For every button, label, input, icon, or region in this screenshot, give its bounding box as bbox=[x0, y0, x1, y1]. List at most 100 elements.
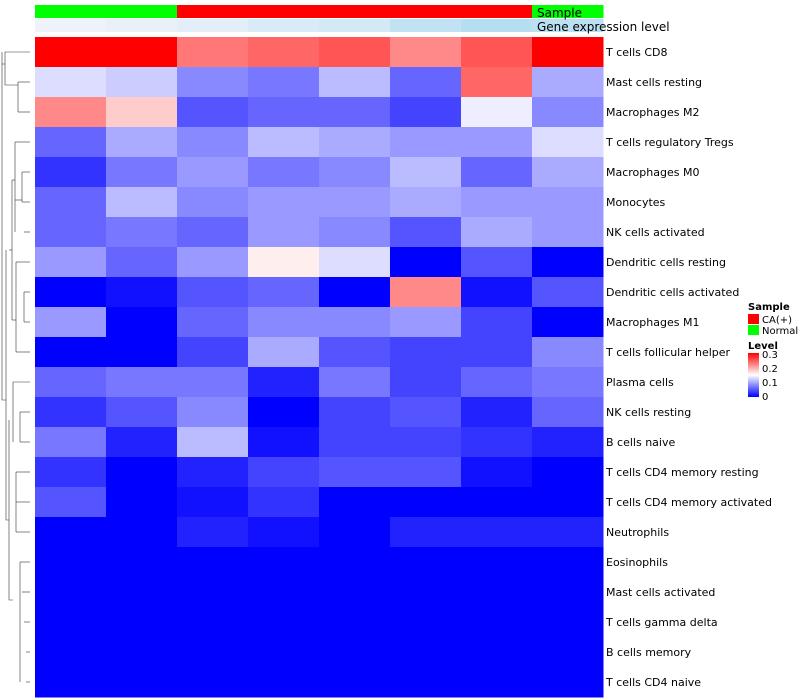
heatmap-cell bbox=[106, 577, 178, 608]
heatmap-cell bbox=[106, 307, 178, 338]
heatmap-cell bbox=[319, 367, 391, 398]
heatmap-cell bbox=[106, 517, 178, 548]
row-label: T cells CD8 bbox=[605, 46, 668, 59]
heatmap-cell bbox=[106, 607, 178, 638]
heatmap-cell bbox=[390, 457, 462, 488]
heatmap-cell bbox=[532, 187, 604, 218]
expression-annotation-cell bbox=[461, 19, 533, 32]
row-label: Macrophages M2 bbox=[606, 106, 699, 119]
heatmap-cell bbox=[248, 337, 320, 368]
dendrogram-branch bbox=[4, 51, 30, 64]
heatmap-cell bbox=[319, 637, 391, 668]
expression-annotation-cell bbox=[390, 19, 462, 32]
heatmap-cell bbox=[35, 217, 107, 248]
heatmap-cell bbox=[390, 217, 462, 248]
heatmap-cell bbox=[248, 217, 320, 248]
dendrogram-branch bbox=[1, 64, 6, 401]
legend-tick-0.3: 0.3 bbox=[762, 350, 778, 361]
heatmap-cell bbox=[106, 367, 178, 398]
heatmap-cell bbox=[390, 187, 462, 218]
heatmap-cell bbox=[106, 277, 178, 308]
heatmap-cell bbox=[532, 637, 604, 668]
heatmap-cell bbox=[106, 37, 178, 68]
heatmap-cell bbox=[106, 157, 178, 188]
sample-annotation-cell bbox=[35, 5, 107, 18]
heatmap-cell bbox=[319, 307, 391, 338]
dendrogram-branch bbox=[5, 250, 9, 521]
heatmap-cell bbox=[532, 517, 604, 548]
heatmap-cell bbox=[532, 277, 604, 308]
row-label: Dendritic cells resting bbox=[606, 256, 726, 269]
heatmap-cell bbox=[248, 37, 320, 68]
heatmap-cell bbox=[248, 547, 320, 578]
heatmap-cell bbox=[532, 367, 604, 398]
heatmap-cell bbox=[390, 517, 462, 548]
heatmap-cell bbox=[248, 127, 320, 158]
row-label: Dendritic cells activated bbox=[606, 286, 739, 299]
heatmap-cell bbox=[106, 247, 178, 278]
row-label: Mast cells resting bbox=[606, 76, 702, 89]
row-label: T cells CD4 naive bbox=[605, 676, 701, 689]
heatmap-cell bbox=[106, 337, 178, 368]
heatmap-cell bbox=[35, 187, 107, 218]
heatmap-cell bbox=[35, 67, 107, 98]
heatmap-cell bbox=[390, 397, 462, 428]
sample-annotation-cell bbox=[461, 5, 533, 18]
legend-label-normal: Normal bbox=[762, 326, 798, 337]
sample-annotation-cell bbox=[248, 5, 320, 18]
heatmap-cell bbox=[248, 367, 320, 398]
heatmap-cell bbox=[319, 427, 391, 458]
heatmap-cell bbox=[248, 427, 320, 458]
row-label: Macrophages M0 bbox=[606, 166, 699, 179]
heatmap-cell bbox=[106, 487, 178, 518]
heatmap-cell bbox=[35, 487, 107, 518]
heatmap-cell bbox=[177, 607, 249, 638]
heatmap-cell bbox=[177, 157, 249, 188]
sample-annotation-label: Sample bbox=[537, 6, 582, 20]
heatmap-cell bbox=[319, 397, 391, 428]
heatmap-cell bbox=[461, 397, 533, 428]
heatmap-cell bbox=[461, 547, 533, 578]
heatmap-cell bbox=[35, 307, 107, 338]
heatmap-cell bbox=[177, 67, 249, 98]
heatmap-cell bbox=[248, 307, 320, 338]
legend-label-ca: CA(+) bbox=[762, 315, 792, 326]
legend-tick-0.1: 0.1 bbox=[762, 378, 778, 389]
heatmap-cell bbox=[461, 517, 533, 548]
row-label: Monocytes bbox=[606, 196, 666, 209]
heatmap-cell bbox=[248, 157, 320, 188]
heatmap-cell bbox=[461, 457, 533, 488]
heatmap-cell bbox=[319, 337, 391, 368]
heatmap-cell bbox=[35, 247, 107, 278]
heatmap-cell bbox=[319, 127, 391, 158]
heatmap-cell bbox=[390, 367, 462, 398]
heatmap-cell bbox=[461, 157, 533, 188]
heatmap-cell bbox=[319, 607, 391, 638]
heatmap-cell bbox=[461, 127, 533, 158]
heatmap-cell bbox=[532, 577, 604, 608]
row-label: Plasma cells bbox=[606, 376, 674, 389]
heatmap-cell bbox=[35, 277, 107, 308]
row-label: T cells CD4 memory activated bbox=[605, 496, 772, 509]
heatmap-cell bbox=[390, 427, 462, 458]
legend-tick-0: 0 bbox=[762, 392, 768, 403]
heatmap-cell bbox=[532, 487, 604, 518]
heatmap-cell bbox=[35, 637, 107, 668]
heatmap-cell bbox=[390, 577, 462, 608]
heatmap-cell bbox=[532, 37, 604, 68]
heatmap-cell bbox=[461, 367, 533, 398]
legend-level-title: Level bbox=[748, 341, 778, 352]
expression-annotation-cell bbox=[35, 19, 107, 32]
heatmap-cell bbox=[390, 487, 462, 518]
heatmap-cell bbox=[461, 637, 533, 668]
heatmap-cell bbox=[461, 667, 533, 698]
heatmap-cell bbox=[177, 427, 249, 458]
heatmap-cell bbox=[177, 37, 249, 68]
heatmap-cell bbox=[177, 277, 249, 308]
heatmap-cell bbox=[248, 67, 320, 98]
heatmap-cell bbox=[390, 607, 462, 638]
heatmap-cell bbox=[461, 217, 533, 248]
heatmap-cell bbox=[319, 517, 391, 548]
row-label: B cells naive bbox=[606, 436, 675, 449]
heatmap-cell bbox=[461, 247, 533, 278]
